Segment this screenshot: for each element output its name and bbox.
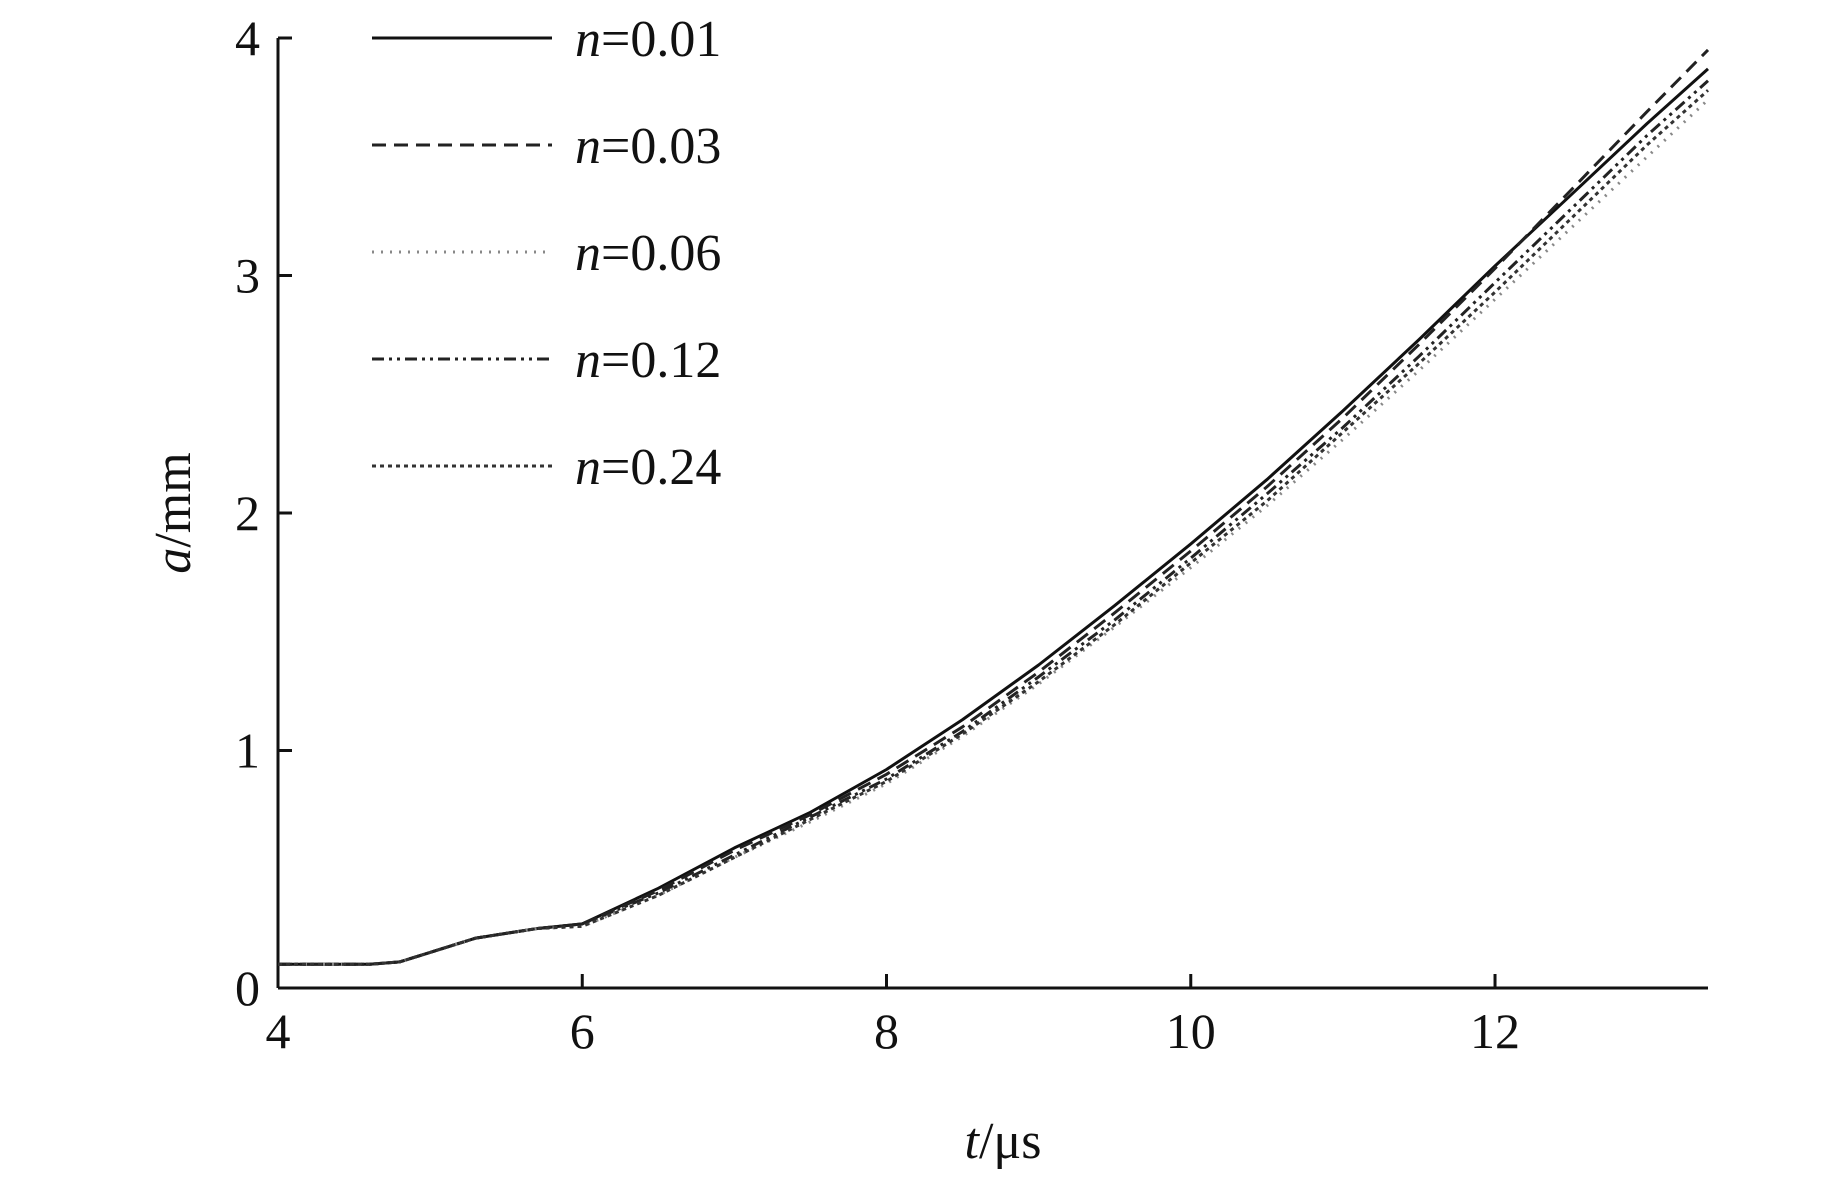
legend-var: n — [575, 332, 601, 389]
series-line-1 — [278, 67, 1710, 966]
x-axis-var: t — [964, 1113, 980, 1170]
x-tick-label: 6 — [570, 1003, 595, 1059]
series-line-3 — [278, 98, 1710, 966]
series-line-5 — [278, 89, 1710, 966]
legend-var: n — [575, 118, 601, 175]
legend-value: =0.01 — [601, 11, 721, 68]
legend-value: =0.24 — [601, 439, 721, 496]
legend-entry: n=0.03 — [575, 118, 721, 175]
y-tick-label: 1 — [235, 723, 260, 779]
y-tick-label: 0 — [235, 960, 260, 1016]
series-layer — [278, 48, 1710, 966]
legend-entry: n=0.06 — [575, 225, 721, 282]
legend-entry: n=0.12 — [575, 332, 721, 389]
y-axis-var: a — [145, 548, 202, 574]
y-tick-label: 4 — [235, 10, 260, 66]
x-tick-label: 10 — [1166, 1003, 1216, 1059]
legend-entry: n=0.24 — [575, 439, 721, 496]
legend-var: n — [575, 11, 601, 68]
legend-value: =0.12 — [601, 332, 721, 389]
x-tick-label: 4 — [266, 1003, 291, 1059]
y-tick-label: 3 — [235, 248, 260, 304]
x-axis-unit: /μs — [979, 1113, 1042, 1170]
legend-value: =0.03 — [601, 118, 721, 175]
series-line-2 — [278, 48, 1710, 966]
y-tick-label: 2 — [235, 485, 260, 541]
legend: n=0.01n=0.03n=0.06n=0.12n=0.24 — [372, 11, 721, 496]
legend-entry: n=0.01 — [575, 11, 721, 68]
x-axis-title: t/μs — [964, 1113, 1041, 1170]
x-tick-label: 8 — [874, 1003, 899, 1059]
series-line-4 — [278, 79, 1710, 966]
legend-var: n — [575, 439, 601, 496]
legend-var: n — [575, 225, 601, 282]
legend-value: =0.06 — [601, 225, 721, 282]
y-axis-unit: /mm — [145, 452, 202, 547]
x-tick-label: 12 — [1470, 1003, 1520, 1059]
y-axis-title: a/mm — [145, 452, 202, 573]
